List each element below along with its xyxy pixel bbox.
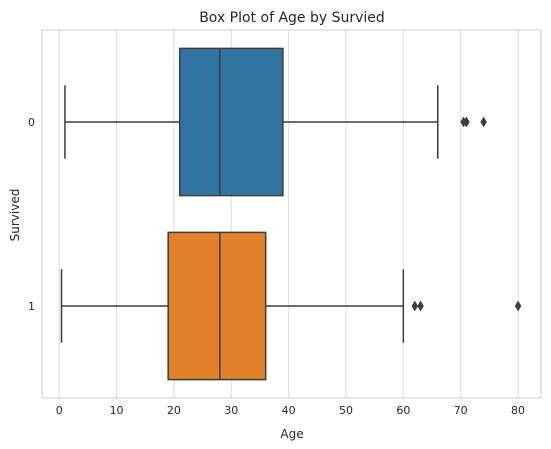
x-tick-label: 0 <box>56 404 63 417</box>
x-tick-label: 20 <box>167 404 181 417</box>
plot-frame <box>41 29 542 399</box>
x-tick-label: 80 <box>511 404 525 417</box>
outlier-point <box>463 116 470 128</box>
x-tick-label: 30 <box>224 404 238 417</box>
outlier-point <box>480 116 487 128</box>
box-group-1 <box>60 231 522 381</box>
chart-title: Box Plot of Age by Survied <box>199 10 385 26</box>
iqr-box <box>178 47 284 197</box>
outlier-point <box>417 300 424 312</box>
x-axis-label: Age <box>280 427 303 441</box>
outlier-point <box>411 300 419 312</box>
y-tick-label: 1 <box>28 300 35 313</box>
outlier-point <box>514 300 522 312</box>
x-tick-label: 40 <box>282 404 296 417</box>
x-tick-label: 10 <box>110 404 124 417</box>
x-tick-label: 50 <box>339 404 353 417</box>
iqr-box <box>167 231 267 381</box>
x-tick-label: 60 <box>396 404 410 417</box>
y-axis-label: Survived <box>8 189 22 242</box>
y-tick-label: 0 <box>28 116 35 129</box>
box-group-0 <box>64 47 487 197</box>
plot-area: 0 10 20 30 40 50 60 70 80 0 1 <box>28 29 542 417</box>
x-tick-label: 70 <box>454 404 468 417</box>
